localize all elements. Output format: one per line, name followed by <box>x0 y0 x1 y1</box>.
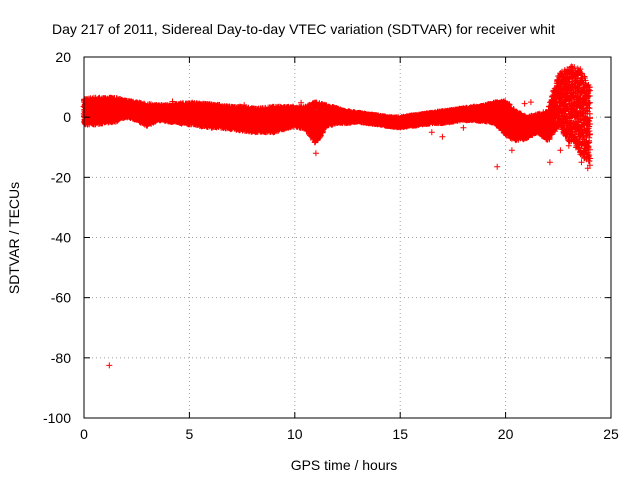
chart-title: Day 217 of 2011, Sidereal Day-to-day VTE… <box>52 21 555 37</box>
data-series-sdtvar <box>80 63 594 369</box>
y-axis-label: SDTVAR / TECUs <box>6 182 22 294</box>
x-axis-label: GPS time / hours <box>291 457 398 473</box>
